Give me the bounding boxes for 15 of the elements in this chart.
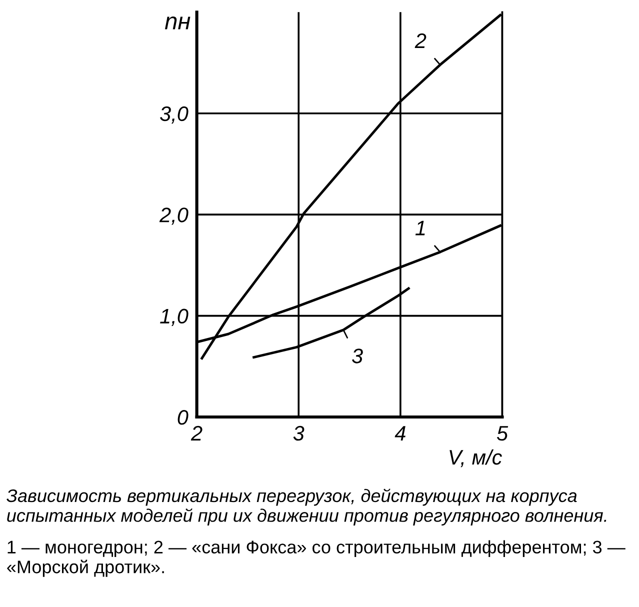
series-label: 1 <box>415 220 425 236</box>
x-tick-label: 5 <box>496 426 508 441</box>
y-tick-label: 2,0 <box>159 208 188 225</box>
text: Зависимость вертикальных перегрузок, действующих на корпуса испытанных моделей при их движении против регулярного волнения. <box>6 488 606 526</box>
x-tick-label: 4 <box>394 426 406 440</box>
legend-label: 3 <box>352 348 363 364</box>
y-tick-label: 1,0 <box>160 308 188 326</box>
text: 1 — моногедрон; 2 — «сани Фокса» со строительным дифферентом; 3 — «Морской дротик». <box>7 540 626 577</box>
y-axis-title: nн <box>164 16 190 30</box>
x-tick-label: 3 <box>293 426 304 441</box>
series-label: 2 <box>414 33 426 48</box>
y-tick-label: 3,0 <box>160 106 188 124</box>
y-tick-label: 0 <box>178 410 188 425</box>
x-axis-title: V, м/с <box>450 449 502 468</box>
x-tick-label: 2 <box>190 426 202 440</box>
